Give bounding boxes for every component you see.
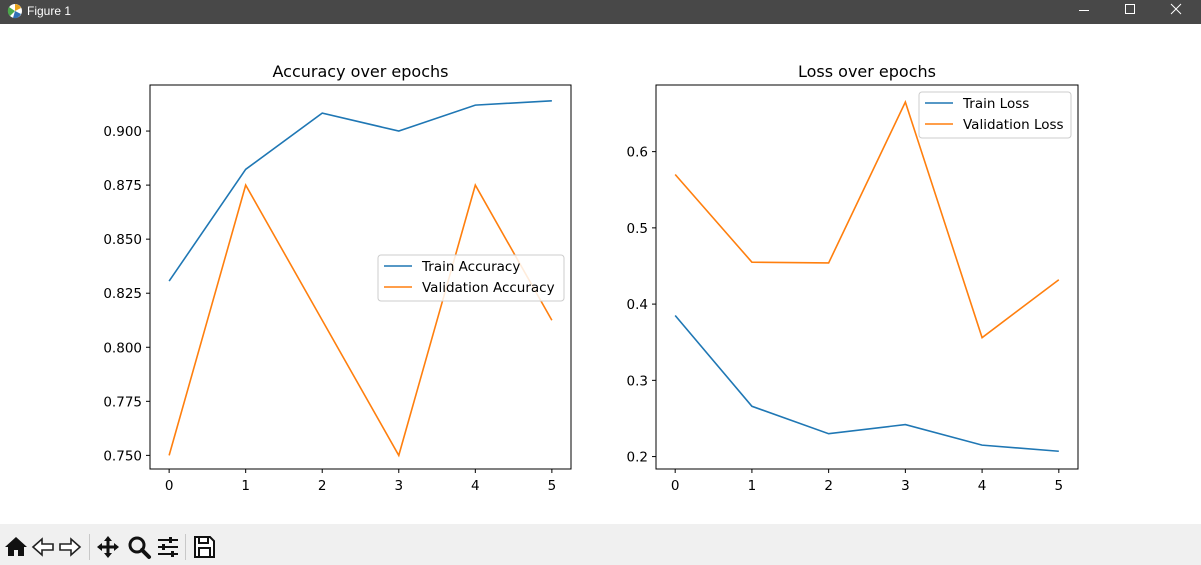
x-tick-label: 0 <box>671 478 680 494</box>
navigation-toolbar <box>0 524 1201 565</box>
legend-label-train: Train Loss <box>962 96 1029 112</box>
forward-button[interactable] <box>57 534 83 560</box>
train-series-line <box>168 99 552 282</box>
x-tick-label: 3 <box>394 478 403 494</box>
configure-subplots-button[interactable] <box>155 534 181 560</box>
legend-label-validation: Validation Loss <box>963 117 1064 133</box>
home-button[interactable] <box>3 534 29 560</box>
back-icon <box>31 537 54 557</box>
y-tick-label: 0.875 <box>103 178 142 194</box>
chart-title: Loss over epochs <box>798 62 936 81</box>
x-axis: 0 1 2 3 4 5 <box>671 469 1063 494</box>
home-icon <box>5 537 27 556</box>
pan-button[interactable] <box>95 534 121 560</box>
y-tick-label: 0.800 <box>103 340 142 356</box>
y-tick-label: 0.2 <box>627 450 648 466</box>
x-tick-label: 5 <box>548 478 557 494</box>
save-button[interactable] <box>191 534 217 560</box>
toolbar-separator <box>185 534 186 560</box>
y-tick-label: 0.775 <box>103 394 142 410</box>
validation-series-line <box>674 99 1060 339</box>
plot-area-frame <box>655 84 1079 470</box>
x-tick-label: 5 <box>1055 478 1064 494</box>
minimize-icon <box>1079 10 1089 11</box>
y-tick-label: 0.5 <box>627 221 648 237</box>
x-tick-label: 3 <box>901 478 910 494</box>
close-button[interactable] <box>1153 0 1199 24</box>
train-series-line <box>674 315 1059 453</box>
legend: Train Loss Validation Loss <box>918 91 1072 139</box>
y-tick-label: 0.750 <box>103 448 142 464</box>
x-tick-label: 2 <box>824 478 833 494</box>
maximize-button[interactable] <box>1107 0 1153 24</box>
legend-label-train: Train Accuracy <box>421 259 520 275</box>
y-tick-label: 0.3 <box>627 373 648 389</box>
toolbar-separator <box>89 534 90 560</box>
validation-series-line <box>168 183 553 458</box>
y-tick-label: 0.900 <box>103 124 142 140</box>
pan-icon <box>97 536 119 558</box>
x-tick-label: 4 <box>978 478 987 494</box>
legend: Train Accuracy Validation Accuracy <box>377 254 565 302</box>
zoom-icon <box>128 536 151 559</box>
y-tick-label: 0.850 <box>103 232 142 248</box>
title-bar: Figure 1 <box>0 0 1201 24</box>
series-lines <box>168 99 553 458</box>
series-lines <box>674 99 1060 453</box>
configure-icon <box>158 537 178 557</box>
x-tick-label: 4 <box>471 478 480 494</box>
save-icon <box>194 536 215 558</box>
forward-icon <box>59 537 82 557</box>
x-tick-label: 2 <box>318 478 327 494</box>
x-axis: 0 1 2 3 4 5 <box>165 469 556 494</box>
zoom-button[interactable] <box>126 534 152 560</box>
back-button[interactable] <box>30 534 56 560</box>
chart-title: Accuracy over epochs <box>273 62 449 81</box>
y-tick-label: 0.825 <box>103 286 142 302</box>
x-tick-label: 1 <box>241 478 250 494</box>
app-icon <box>7 4 22 19</box>
x-tick-label: 1 <box>748 478 757 494</box>
y-axis: 0.750 0.775 0.800 0.825 0.850 0.875 0.900 <box>103 124 150 464</box>
window-title: Figure 1 <box>27 4 72 18</box>
plot-area-frame <box>149 84 572 470</box>
x-tick-label: 0 <box>165 478 174 494</box>
y-tick-label: 0.6 <box>627 145 648 161</box>
y-tick-label: 0.4 <box>627 297 648 313</box>
close-icon <box>1170 3 1182 15</box>
minimize-button[interactable] <box>1060 0 1106 24</box>
maximize-icon <box>1125 4 1135 14</box>
y-axis: 0.2 0.3 0.4 0.5 0.6 <box>627 145 656 466</box>
legend-label-validation: Validation Accuracy <box>422 280 555 296</box>
